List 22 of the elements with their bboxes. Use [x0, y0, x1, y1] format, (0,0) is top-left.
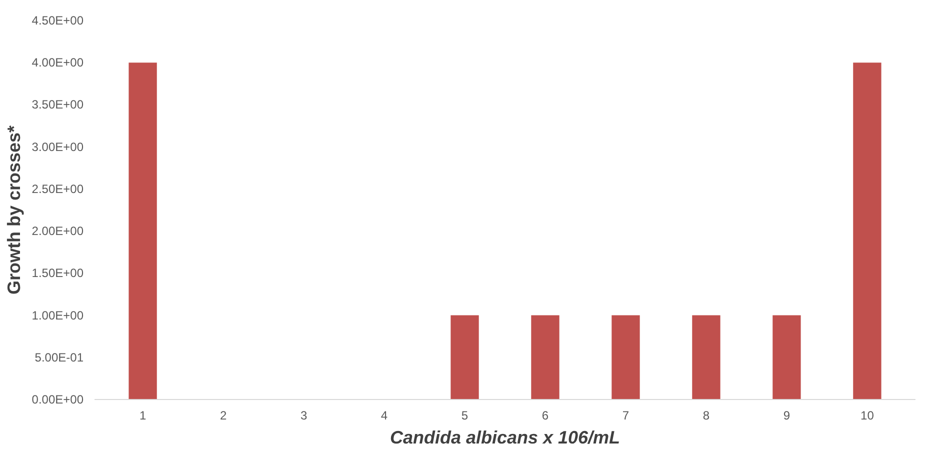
x-tick-label: 6: [542, 408, 549, 422]
x-tick-label: 4: [380, 408, 388, 422]
y-tick-label: 0.00E+00: [32, 392, 84, 406]
y-tick-label: 3.00E+00: [32, 140, 84, 154]
x-tick-label: 9: [783, 408, 790, 422]
y-tick-label: 2.00E+00: [32, 224, 84, 238]
y-tick-label: 1.00E+00: [32, 308, 84, 322]
x-axis-title: Candida albicans x 106/mL: [390, 428, 620, 448]
y-tick-label: 1.50E+00: [32, 266, 84, 280]
y-tick-label: 4.00E+00: [32, 56, 84, 70]
x-tick-label: 5: [461, 408, 468, 422]
y-tick-label: 3.50E+00: [32, 98, 84, 112]
x-tick-label: 3: [300, 408, 308, 422]
x-tick-label: 2: [220, 408, 227, 422]
y-tick-label: 4.50E+00: [32, 14, 84, 28]
x-tick-label: 8: [702, 408, 710, 422]
x-tick-label: 7: [622, 408, 630, 422]
x-tick-label: 10: [860, 408, 874, 422]
y-axis-title: Growth by crosses*: [4, 125, 24, 295]
x-tick-label: 1: [139, 408, 146, 422]
y-tick-label: 2.50E+00: [32, 182, 84, 196]
y-tick-label: 5.00E-01: [34, 350, 84, 364]
